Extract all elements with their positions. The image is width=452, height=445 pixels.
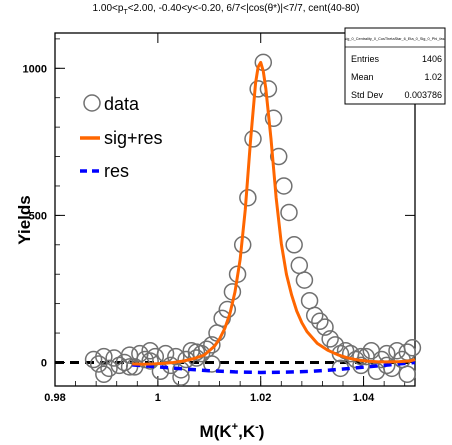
data-point (300, 291, 319, 310)
x-tick-label: 0.98 (44, 392, 65, 404)
stats-box-frame (344, 27, 446, 105)
series-layer (55, 53, 422, 386)
data-point (305, 306, 324, 325)
data-point (203, 336, 221, 354)
series-sig-res-line (132, 60, 416, 366)
data-point (290, 256, 309, 275)
stats-stddev-value: 0.003786 (404, 90, 442, 100)
data-point (352, 356, 370, 375)
stats-entries-value: 1406 (422, 54, 442, 64)
y-axis-label: Yields (15, 195, 34, 244)
x-tick-label: 1 (155, 392, 161, 404)
data-point (192, 344, 211, 363)
data-point (95, 365, 113, 383)
legend-label-sig-res: sig+res (104, 128, 163, 148)
legend: data sig+res res (77, 86, 187, 183)
stats-mean-label: Mean (351, 72, 374, 82)
data-point (244, 130, 262, 148)
stats-box-name: sig_0_Centrality_0_CosThetaStar_6_Eta_0_… (345, 37, 447, 41)
data-point (100, 359, 118, 378)
legend-label-res: res (104, 161, 129, 181)
x-axis-label: M(K+,K-) (200, 421, 265, 441)
data-point (269, 147, 288, 166)
legend-marker-data (83, 94, 101, 112)
x-tick-label: 1.04 (353, 392, 375, 404)
data-point (316, 318, 334, 336)
data-point (403, 339, 422, 357)
data-point (377, 356, 396, 375)
stats-entries-label: Entries (351, 54, 380, 64)
x-tick-label: 1.02 (250, 392, 271, 404)
chart-title: 1.00<pT<2.00, -0.40<y<-0.20, 6/7<|cos(θ*… (92, 3, 360, 16)
data-point (161, 356, 180, 375)
legend-box (77, 86, 187, 183)
tick-labels: 0.98 1 1.02 1.04 0 500 1000 (23, 63, 376, 404)
data-point (187, 349, 206, 367)
data-point (213, 309, 231, 328)
plot-frame (54, 32, 416, 387)
y-tick-label: 1000 (23, 63, 47, 75)
stats-box: sig_0_Centrality_0_CosThetaStar_6_Eta_0_… (344, 27, 447, 105)
data-point (141, 352, 159, 370)
data-point (95, 347, 113, 366)
data-point (372, 350, 391, 369)
data-point (352, 347, 370, 366)
y-tick-label: 500 (29, 210, 47, 222)
data-point (203, 355, 221, 373)
y-tick-label: 0 (41, 357, 47, 369)
data-point (295, 271, 314, 289)
series-res-line (132, 360, 416, 375)
data-point (285, 236, 303, 254)
data-point (264, 109, 283, 128)
stats-stddev-label: Std Dev (351, 90, 384, 100)
data-point (398, 365, 417, 383)
data-point (259, 80, 278, 98)
data-point (84, 350, 103, 369)
data-point (321, 330, 339, 348)
data-point (275, 177, 293, 195)
data-point (280, 203, 298, 222)
stats-mean-value: 1.02 (424, 72, 442, 82)
legend-label-data: data (104, 94, 140, 114)
data-point (311, 312, 329, 331)
